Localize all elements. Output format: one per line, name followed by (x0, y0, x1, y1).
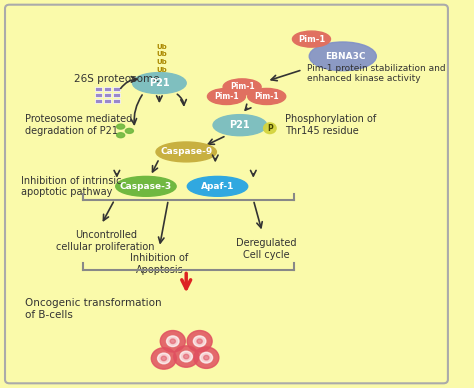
Ellipse shape (117, 124, 125, 129)
Text: Ub: Ub (156, 59, 167, 65)
Ellipse shape (156, 142, 217, 162)
Circle shape (204, 355, 209, 360)
Text: Ub: Ub (156, 44, 167, 50)
Circle shape (187, 331, 212, 352)
Ellipse shape (187, 177, 248, 196)
Circle shape (157, 353, 170, 364)
Circle shape (200, 352, 213, 363)
Text: Phosphorylation of
Thr145 residue: Phosphorylation of Thr145 residue (284, 114, 376, 136)
Text: Pim-1: Pim-1 (255, 92, 279, 101)
Circle shape (160, 331, 185, 352)
Circle shape (194, 347, 219, 368)
Bar (104, 87, 110, 91)
Text: Pim-1: Pim-1 (298, 35, 325, 43)
Bar (113, 99, 119, 102)
Text: Ub: Ub (156, 67, 167, 73)
Ellipse shape (264, 123, 276, 133)
Text: Deregulated
Cell cycle: Deregulated Cell cycle (237, 238, 297, 260)
Ellipse shape (223, 79, 261, 95)
Text: Inhibition of
Apoptosis: Inhibition of Apoptosis (130, 253, 189, 275)
Ellipse shape (116, 177, 176, 196)
Circle shape (170, 339, 175, 343)
Bar (95, 93, 101, 97)
Text: Uncontrolled
cellular proliferation: Uncontrolled cellular proliferation (56, 230, 155, 252)
Ellipse shape (309, 42, 376, 71)
Circle shape (193, 336, 206, 346)
Ellipse shape (133, 73, 186, 94)
Text: P21: P21 (229, 120, 250, 130)
Circle shape (183, 354, 189, 359)
Ellipse shape (248, 88, 286, 104)
Ellipse shape (125, 128, 133, 133)
Text: Caspase-9: Caspase-9 (160, 147, 212, 156)
Text: EBNA3C: EBNA3C (325, 52, 365, 61)
Text: Pim-1 protein stabilization and
enhanced kinase activity: Pim-1 protein stabilization and enhanced… (307, 64, 446, 83)
Text: Ub: Ub (156, 51, 167, 57)
Bar (95, 87, 101, 91)
Circle shape (197, 339, 202, 343)
Text: Apaf-1: Apaf-1 (201, 182, 234, 191)
Text: Pim-1: Pim-1 (230, 82, 255, 92)
Text: 26S proteosome: 26S proteosome (74, 74, 160, 84)
Bar (95, 99, 101, 102)
Ellipse shape (208, 88, 246, 104)
Circle shape (166, 336, 179, 346)
Text: P: P (267, 124, 273, 133)
Bar (104, 99, 110, 102)
Text: Caspase-3: Caspase-3 (120, 182, 172, 191)
Bar (104, 93, 110, 97)
Circle shape (173, 346, 199, 367)
Bar (113, 87, 119, 91)
Text: Proteosome mediated
degradation of P21: Proteosome mediated degradation of P21 (25, 114, 132, 136)
Text: Pim-1: Pim-1 (214, 92, 239, 101)
Text: Inhibition of intrinsic
apoptotic pathway: Inhibition of intrinsic apoptotic pathwa… (21, 175, 121, 197)
Circle shape (151, 348, 176, 369)
Ellipse shape (213, 114, 267, 136)
Text: P21: P21 (149, 78, 170, 88)
Ellipse shape (117, 133, 125, 138)
Ellipse shape (292, 31, 330, 47)
Circle shape (180, 351, 192, 362)
Text: Oncogenic transformation
of B-cells: Oncogenic transformation of B-cells (25, 298, 162, 320)
Circle shape (161, 356, 166, 361)
Bar (113, 93, 119, 97)
